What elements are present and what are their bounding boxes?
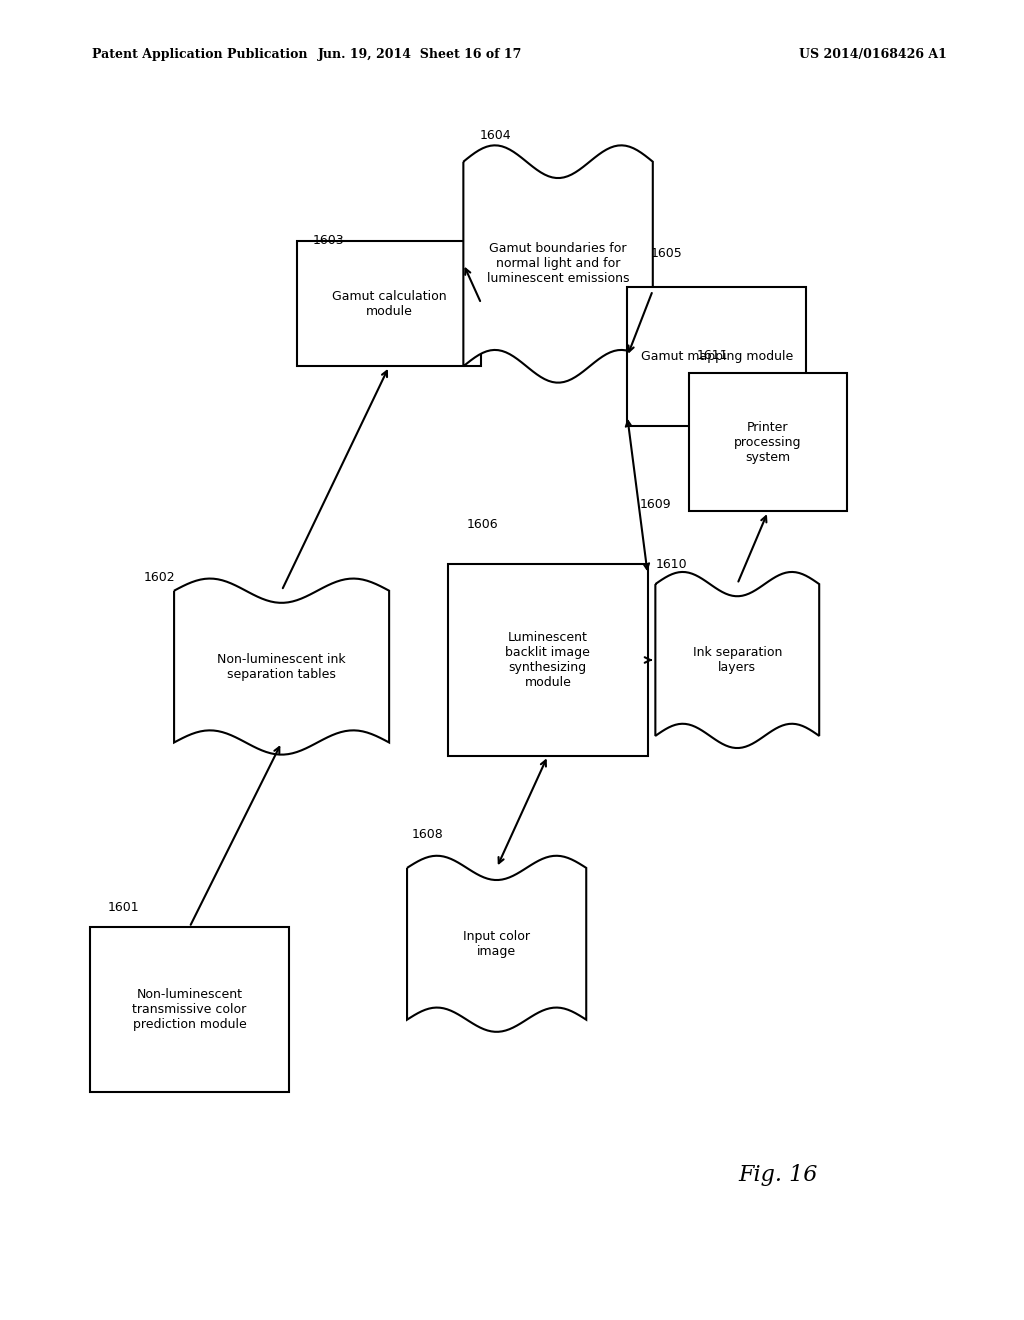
Text: 1609: 1609: [640, 498, 672, 511]
Text: Patent Application Publication: Patent Application Publication: [92, 48, 307, 61]
PathPatch shape: [174, 578, 389, 755]
Text: Jun. 19, 2014  Sheet 16 of 17: Jun. 19, 2014 Sheet 16 of 17: [317, 48, 522, 61]
Text: 1601: 1601: [108, 900, 139, 913]
Text: Fig. 16: Fig. 16: [738, 1164, 818, 1185]
Text: 1602: 1602: [143, 570, 175, 583]
Text: Ink separation
layers: Ink separation layers: [692, 645, 782, 675]
Text: Luminescent
backlit image
synthesizing
module: Luminescent backlit image synthesizing m…: [506, 631, 590, 689]
Text: 1604: 1604: [479, 128, 511, 141]
Text: 1610: 1610: [655, 557, 687, 570]
FancyBboxPatch shape: [627, 288, 806, 425]
Text: 1608: 1608: [412, 828, 443, 841]
Text: Non-luminescent ink
separation tables: Non-luminescent ink separation tables: [217, 652, 346, 681]
Text: Gamut calculation
module: Gamut calculation module: [332, 289, 446, 318]
Text: 1605: 1605: [650, 247, 682, 260]
Text: Printer
processing
system: Printer processing system: [734, 421, 802, 463]
Text: Gamut boundaries for
normal light and for
luminescent emissions: Gamut boundaries for normal light and fo…: [486, 243, 630, 285]
Text: Gamut mapping module: Gamut mapping module: [641, 350, 793, 363]
Text: 1611: 1611: [696, 348, 728, 362]
FancyBboxPatch shape: [449, 565, 648, 755]
FancyBboxPatch shape: [688, 372, 848, 511]
Text: US 2014/0168426 A1: US 2014/0168426 A1: [799, 48, 946, 61]
PathPatch shape: [463, 145, 653, 383]
PathPatch shape: [407, 855, 586, 1032]
FancyBboxPatch shape: [297, 242, 481, 366]
Text: Input color
image: Input color image: [463, 929, 530, 958]
FancyBboxPatch shape: [90, 927, 289, 1093]
Text: 1606: 1606: [467, 517, 499, 531]
PathPatch shape: [655, 572, 819, 748]
Text: Non-luminescent
transmissive color
prediction module: Non-luminescent transmissive color predi…: [132, 989, 247, 1031]
Text: 1603: 1603: [312, 234, 344, 247]
